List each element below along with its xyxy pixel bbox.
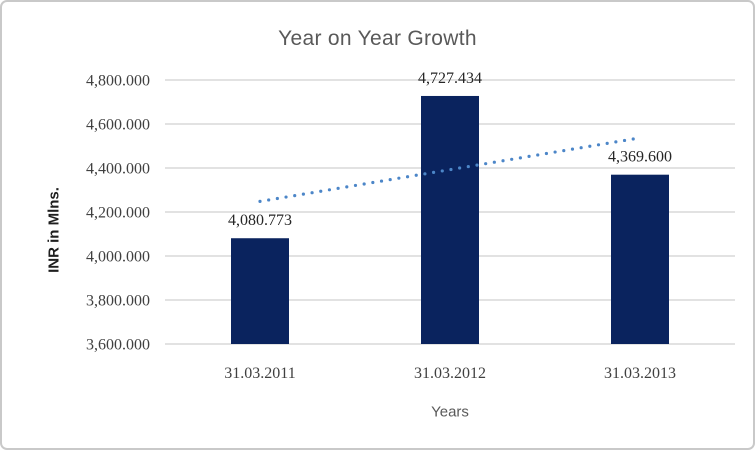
y-axis-title: INR in Mlns.	[45, 187, 63, 273]
y-tick-label: 3,600.000	[86, 337, 150, 354]
x-axis-title: Years	[431, 403, 469, 421]
trendline	[258, 136, 642, 203]
y-tick-label: 4,200.000	[86, 205, 150, 222]
bar-data-label: 4,727.434	[418, 70, 482, 87]
x-category-label: 31.03.2011	[224, 365, 295, 382]
bar	[611, 174, 669, 344]
bar-data-label: 4,080.773	[228, 212, 292, 229]
chart-title: Year on Year Growth	[278, 27, 477, 50]
y-tick-label: 4,400.000	[86, 161, 150, 178]
y-tick-label: 4,000.000	[86, 249, 150, 266]
x-category-label: 31.03.2012	[414, 365, 486, 382]
bar	[421, 95, 479, 344]
bar-data-label: 4,369.600	[608, 149, 672, 166]
y-tick-label: 4,800.000	[86, 73, 150, 90]
y-tick-label: 4,600.000	[86, 117, 150, 134]
x-category-label: 31.03.2013	[604, 365, 676, 382]
bar	[231, 238, 289, 344]
y-tick-label: 3,800.000	[86, 293, 150, 310]
